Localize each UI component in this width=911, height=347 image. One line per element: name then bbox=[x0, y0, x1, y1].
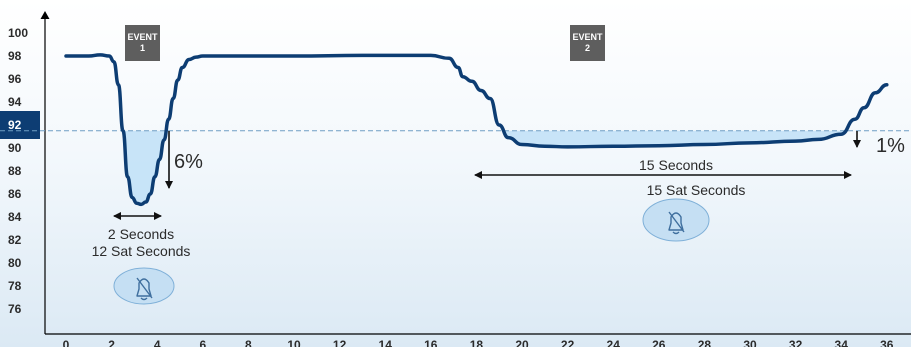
y-tick-label: 78 bbox=[8, 279, 22, 293]
y-tick-label: 86 bbox=[8, 187, 22, 201]
y-tick-label: 96 bbox=[8, 72, 22, 86]
alarm-silenced-icon bbox=[136, 277, 153, 301]
x-tick-label: 20 bbox=[515, 338, 529, 347]
threshold-y-highlight bbox=[0, 111, 40, 139]
x-tick-label: 14 bbox=[379, 338, 393, 347]
x-tick-label: 22 bbox=[561, 338, 575, 347]
y-tick-label: 98 bbox=[8, 49, 22, 63]
alarm-silenced-icon bbox=[668, 211, 685, 235]
x-tick-label: 34 bbox=[835, 338, 849, 347]
x-tick-label: 2 bbox=[108, 338, 115, 347]
svg-text:EVENT: EVENT bbox=[572, 32, 603, 42]
x-tick-label: 28 bbox=[698, 338, 712, 347]
svg-text:1: 1 bbox=[140, 43, 145, 53]
event1-depth-label: 6% bbox=[174, 151, 203, 173]
y-tick-label: 94 bbox=[8, 95, 22, 109]
event2-duration-label: 15 Seconds bbox=[639, 157, 713, 173]
event1-duration-label: 2 Seconds bbox=[108, 226, 174, 242]
y-tick-label: 82 bbox=[8, 233, 22, 247]
x-tick-label: 18 bbox=[470, 338, 484, 347]
spo2-series-line bbox=[64, 53, 889, 207]
x-tick-label: 36 bbox=[880, 338, 894, 347]
y-tick-label: 76 bbox=[8, 302, 22, 316]
event1-sat-seconds-label: 12 Sat Seconds bbox=[92, 243, 191, 259]
y-axis-arrow bbox=[40, 11, 50, 19]
x-tick-label: 26 bbox=[652, 338, 666, 347]
svg-text:2: 2 bbox=[585, 43, 590, 53]
y-tick-label: 90 bbox=[8, 141, 22, 155]
y-tick-label: 84 bbox=[8, 210, 22, 224]
event2-depth-label: 1% bbox=[876, 135, 905, 157]
x-tick-label: 12 bbox=[333, 338, 347, 347]
below-threshold-fill bbox=[123, 130, 845, 205]
x-tick-label: 0 bbox=[63, 338, 70, 347]
threshold-y-highlight-label: 92 bbox=[8, 118, 22, 132]
y-tick-label: 100 bbox=[8, 26, 28, 40]
x-tick-label: 6 bbox=[199, 338, 206, 347]
y-tick-label: 88 bbox=[8, 164, 22, 178]
x-tick-label: 30 bbox=[743, 338, 757, 347]
event-2-badge: EVENT 2 bbox=[570, 25, 605, 61]
event2-sat-seconds-label: 15 Sat Seconds bbox=[647, 182, 746, 198]
x-tick-label: 10 bbox=[287, 338, 301, 347]
x-tick-label: 24 bbox=[607, 338, 621, 347]
x-tick-label: 8 bbox=[245, 338, 252, 347]
y-tick-label: 80 bbox=[8, 256, 22, 270]
x-tick-label: 4 bbox=[154, 338, 161, 347]
x-tick-label: 16 bbox=[424, 338, 438, 347]
x-tick-label: 32 bbox=[789, 338, 803, 347]
event2-alarm-bubble bbox=[642, 198, 710, 242]
event1-alarm-bubble bbox=[113, 267, 175, 305]
event-1-badge: EVENT 1 bbox=[125, 25, 160, 61]
svg-text:EVENT: EVENT bbox=[127, 32, 158, 42]
